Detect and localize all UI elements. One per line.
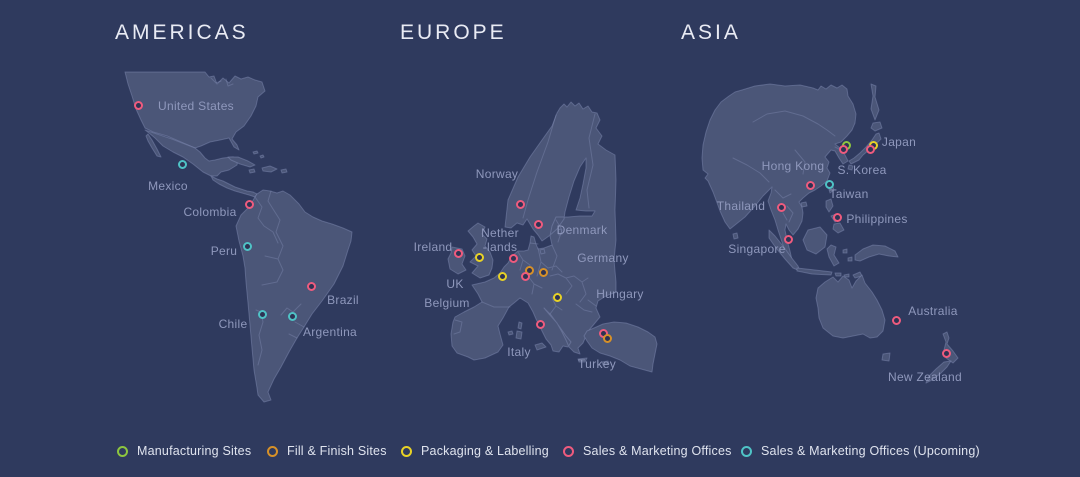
marker-hungary[interactable] [553,293,562,302]
marker-hong-kong[interactable] [806,181,815,190]
marker-norway[interactable] [516,200,525,209]
marker-brazil[interactable] [307,282,316,291]
legend-label-packaging: Packaging & Labelling [421,444,549,458]
marker-colombia[interactable] [245,200,254,209]
label-singapore: Singapore [728,242,786,256]
label-germany: Germany [577,251,629,265]
asia-map [701,83,959,384]
marker-netherlands[interactable] [509,254,518,263]
region-title-asia: ASIA [681,21,741,44]
marker-mexico[interactable] [178,160,187,169]
americas-map [124,71,353,403]
label-hungary: Hungary [596,287,644,301]
label-italy: Italy [507,345,531,359]
label-turkey: Turkey [577,357,617,371]
label-united-states: United States [158,99,234,113]
marker-italy[interactable] [536,320,545,329]
label-ireland: Ireland [413,240,453,254]
marker-argentina[interactable] [288,312,297,321]
marker-belgium[interactable] [498,272,507,281]
marker-uk[interactable] [475,253,484,262]
legend-label-manufacturing: Manufacturing Sites [137,444,252,458]
marker-germany-sales[interactable] [521,272,530,281]
region-title-europe: EUROPE [400,21,507,44]
legend-item-fill_finish: Fill & Finish Sites [267,444,387,458]
marker-united-states[interactable] [134,101,143,110]
label-taiwan: Taiwan [829,187,869,201]
legend-item-sales: Sales & Marketing Offices [563,444,732,458]
label-uk: UK [446,277,464,291]
marker-peru[interactable] [243,242,252,251]
marker-new-zealand[interactable] [942,349,951,358]
legend-ring-icon-manufacturing [117,445,128,457]
legend-label-sales: Sales & Marketing Offices [583,444,732,458]
legend-ring-icon-packaging [401,445,412,457]
label-denmark: Denmark [556,223,608,237]
marker-philippines[interactable] [833,213,842,222]
marker-ireland[interactable] [454,249,463,258]
legend-label-fill_finish: Fill & Finish Sites [287,444,387,458]
legend-ring-icon-upcoming [741,445,752,457]
marker-australia[interactable] [892,316,901,325]
marker-s-korea-sales[interactable] [839,145,848,154]
label-netherlands: Nether -lands [481,226,519,254]
legend-item-manufacturing: Manufacturing Sites [117,444,251,458]
legend-item-packaging: Packaging & Labelling [401,444,549,458]
label-mexico: Mexico [148,179,188,193]
label-philippines: Philippines [846,212,908,226]
label-colombia: Colombia [183,205,237,219]
marker-chile[interactable] [258,310,267,319]
marker-japan-sales[interactable] [866,145,875,154]
marker-taiwan[interactable] [825,180,834,189]
label-japan: Japan [881,135,917,149]
legend-ring-icon-sales [563,445,574,457]
legend-item-upcoming: Sales & Marketing Offices (Upcoming) [741,444,980,458]
label-brazil: Brazil [327,293,359,307]
legend-ring-icon-fill_finish [267,445,278,457]
marker-singapore[interactable] [784,235,793,244]
marker-turkey-fill[interactable] [603,334,612,343]
legend-label-upcoming: Sales & Marketing Offices (Upcoming) [761,444,980,458]
label-hong-kong: Hong Kong [761,159,825,173]
label-thailand: Thailand [716,199,766,213]
label-belgium: Belgium [424,296,470,310]
region-title-americas: AMERICAS [115,21,249,44]
label-norway: Norway [475,167,519,181]
marker-denmark[interactable] [534,220,543,229]
marker-germany-fill-2[interactable] [539,268,548,277]
label-s-korea: S. Korea [837,163,887,177]
label-peru: Peru [210,244,238,258]
label-argentina: Argentina [302,325,358,339]
label-australia: Australia [908,304,958,318]
marker-thailand[interactable] [777,203,786,212]
label-chile: Chile [218,317,248,331]
label-new-zealand: New Zealand [887,370,963,384]
